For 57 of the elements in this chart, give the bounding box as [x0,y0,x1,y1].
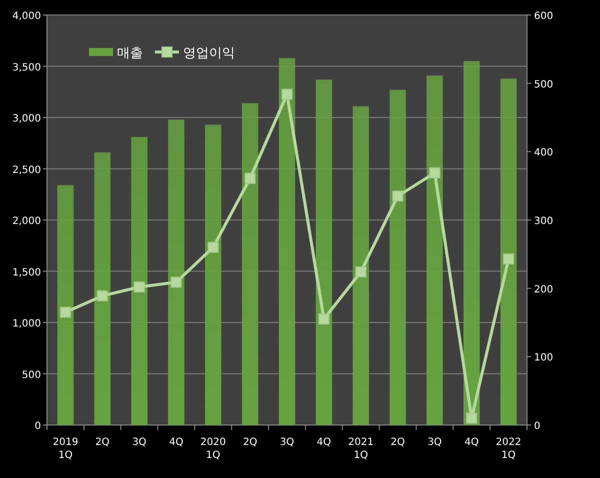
bar [205,124,222,425]
bar [463,61,480,425]
y-tick-label: 2,500 [12,164,41,176]
y-tick-label: 4,000 [12,11,41,22]
point [60,306,71,318]
x-tick-label: 3Q [280,437,294,448]
x-tick-label: 2Q [242,437,258,448]
point [134,281,145,292]
y2-tick-label: 200 [534,284,554,296]
legend-label: 영업이익 [183,46,235,61]
y2-tick-label: 300 [534,216,554,227]
x-tick-label: 4Q [464,437,479,448]
point [355,266,366,278]
point [503,253,514,264]
x-tick-label: 4Q [316,437,332,448]
x-tick-label: 3Q [132,437,147,448]
y2-tick-label: 400 [534,148,554,159]
point [392,190,404,202]
point [282,88,292,100]
y2-tick-label: 600 [534,11,554,22]
y-tick-label: 0 [34,421,41,432]
y-tick-label: 1,000 [12,318,41,330]
point [96,290,108,302]
bar [168,120,184,425]
x-tick-label: 3Q [428,437,442,448]
y2-tick-label: 500 [534,79,554,90]
bar [352,106,369,425]
x-tick-label: 4Q [169,437,184,448]
bar [57,185,74,425]
point [429,167,440,178]
y-tick-label: 3,500 [12,62,41,74]
bar [390,90,406,425]
x-tick-label: 2021 1Q [348,437,374,461]
point [208,242,219,253]
y2-tick-label: 100 [534,352,554,364]
point [170,276,182,288]
bar [316,80,332,425]
x-tick-label: 2Q [95,437,110,448]
bar [131,136,148,425]
point [466,412,478,424]
x-tick-label: 2019 1Q [52,437,78,461]
y-tick-label: 1,500 [12,267,41,278]
x-tick-label: 2020 1Q [200,437,226,461]
legend-label: 매출 [117,46,143,61]
point [244,172,256,184]
bar [94,152,111,425]
y-tick-label: 3,000 [12,114,41,124]
bar [278,58,296,425]
x-tick-label: 2022 1Q [496,437,522,461]
y-tick-label: 500 [22,370,41,381]
bar [426,75,443,425]
bar [242,103,258,425]
y2-tick-label: 0 [534,421,540,432]
y-tick-label: 2,000 [12,216,41,227]
bar [500,78,517,425]
x-tick-label: 2Q [390,437,406,448]
point [318,314,330,325]
